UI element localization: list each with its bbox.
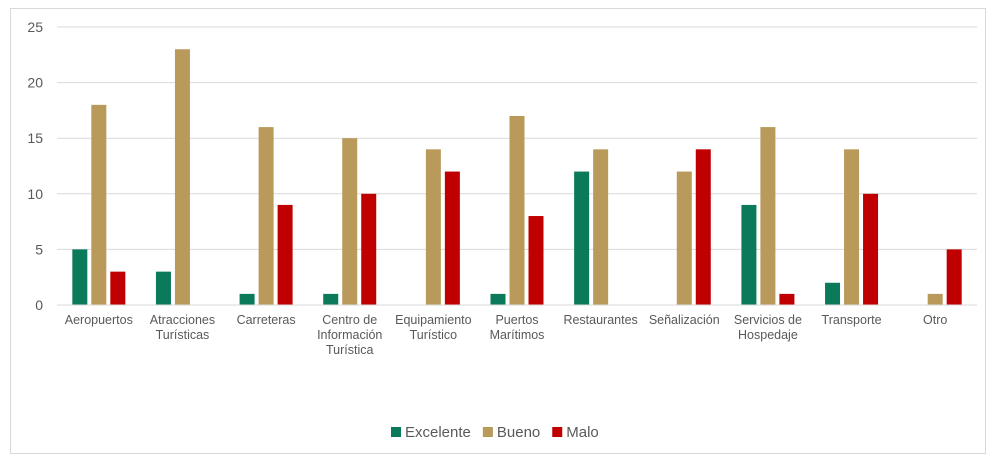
- legend: Excelente Bueno Malo: [391, 424, 599, 441]
- legend-label-malo: Malo: [566, 424, 599, 441]
- bar-malo-2: [277, 204, 293, 305]
- bar-malo-8: [779, 293, 795, 305]
- x-axis-labels: Aeropuertos Atracciones Turísticas Carreter…: [65, 313, 948, 357]
- bar-excelente-1: [155, 271, 171, 305]
- x-tick-label: Equipamiento Turístico: [395, 313, 471, 342]
- y-tick-label: 25: [27, 19, 43, 35]
- bar-bueno-5: [509, 115, 525, 306]
- bars: [72, 49, 962, 306]
- chart-frame: 0 5 10 15 20 25 Aeropuertos Atracciones Turísti…: [10, 8, 986, 454]
- bar-malo-4: [444, 171, 460, 305]
- bar-bueno-10: [927, 293, 943, 305]
- bar-bueno-1: [174, 49, 190, 305]
- bar-bueno-4: [425, 149, 441, 305]
- bar-chart: 0 5 10 15 20 25 Aeropuertos Atracciones Turísti…: [27, 19, 977, 441]
- bar-malo-3: [361, 193, 377, 305]
- bar-bueno-2: [258, 127, 274, 305]
- bar-bueno-0: [91, 104, 107, 305]
- bar-excelente-5: [490, 293, 506, 305]
- y-tick-label: 5: [35, 241, 43, 257]
- bar-bueno-3: [342, 138, 358, 305]
- legend-swatch-bueno: [482, 427, 493, 437]
- bar-excelente-3: [323, 293, 339, 305]
- x-tick-label: Carreteras: [237, 313, 296, 327]
- y-tick-label: 20: [27, 75, 43, 91]
- bar-malo-7: [695, 149, 711, 305]
- bar-malo-0: [110, 271, 126, 305]
- bar-malo-9: [863, 193, 879, 305]
- x-tick-label: Otro: [923, 313, 947, 327]
- legend-swatch-malo: [552, 427, 563, 437]
- y-tick-label: 15: [27, 130, 43, 146]
- x-tick-label: Aeropuertos: [65, 313, 133, 327]
- x-tick-label: Puertos Marítimos: [490, 313, 545, 342]
- bar-bueno-9: [844, 149, 860, 305]
- legend-swatch-excelente: [391, 427, 401, 437]
- bar-excelente-9: [825, 282, 841, 305]
- x-tick-label: Centro de Información Turística: [317, 313, 382, 357]
- y-tick-label: 0: [35, 297, 43, 313]
- bar-excelente-6: [574, 171, 590, 305]
- y-axis-ticks: 0 5 10 15 20 25: [27, 19, 43, 313]
- bar-bueno-6: [593, 149, 609, 305]
- bar-excelente-0: [72, 249, 88, 305]
- bar-excelente-8: [741, 204, 757, 305]
- legend-label-bueno: Bueno: [497, 424, 540, 441]
- bar-bueno-8: [760, 127, 776, 305]
- bar-excelente-2: [239, 293, 255, 305]
- x-tick-label: Atracciones Turísticas: [150, 313, 215, 342]
- x-tick-label: Señalización: [649, 313, 720, 327]
- bar-malo-5: [528, 216, 544, 305]
- y-tick-label: 10: [27, 186, 43, 202]
- bar-malo-10: [946, 249, 962, 305]
- x-tick-label: Restaurantes: [563, 313, 637, 327]
- x-tick-label: Servicios de Hospedaje: [734, 313, 802, 342]
- bar-bueno-7: [676, 171, 692, 305]
- x-tick-label: Transporte: [822, 313, 882, 327]
- legend-label-excelente: Excelente: [405, 424, 471, 441]
